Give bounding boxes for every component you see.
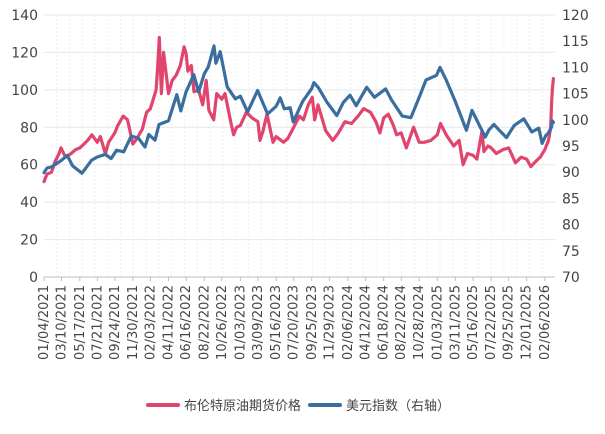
x-tick-label: 10/26/2022 (215, 285, 230, 360)
x-tick-label: 01/03/2025 (430, 285, 445, 360)
x-tick-label: 03/09/2023 (251, 285, 266, 360)
series-line-usd-index (42, 44, 555, 175)
x-tick-label: 01/03/2023 (233, 285, 248, 360)
y-right-tick-label: 70 (562, 270, 580, 286)
x-tick-label: 07/21/2021 (90, 285, 105, 360)
x-tick-label: 05/16/2023 (269, 285, 284, 360)
y-right-tick-label: 90 (562, 165, 580, 181)
y-right-tick-label: 95 (562, 139, 580, 155)
x-tick-label: 05/16/2025 (466, 285, 481, 360)
x-tick-label: 02/06/2024 (341, 285, 356, 360)
y-right-tick-label: 115 (562, 34, 589, 50)
y-right-tick-label: 100 (562, 113, 589, 129)
y-left-tick-label: 100 (11, 83, 38, 99)
x-tick-label: 11/30/2021 (126, 285, 141, 360)
x-tick-label: 03/11/2025 (448, 285, 463, 360)
y-right-tick-label: 120 (562, 8, 589, 24)
legend-label: 美元指数（右轴） (346, 399, 450, 414)
y-left-tick-label: 60 (20, 158, 38, 174)
legend-label: 布伦特原油期货价格 (184, 398, 301, 414)
axes: 0 20 40 60 80 100 120 140 70 75 80 85 90 95 100 105 110 1… (11, 8, 588, 360)
y-right-tick-label: 110 (562, 60, 589, 76)
legend: 布伦特原油期货价格 美元指数（右轴） (146, 398, 450, 414)
y-right-tick-label: 105 (562, 87, 589, 103)
x-tick-label: 09/25/2023 (305, 285, 320, 360)
series-line-brent (42, 35, 555, 184)
y-right-tick-label: 80 (562, 218, 580, 234)
y-right-tick-label: 75 (562, 244, 580, 260)
y-left-tick-label: 80 (20, 120, 38, 136)
series-lines (42, 35, 555, 184)
x-tick-label: 08/22/2024 (394, 285, 409, 360)
x-tick-label: 10/28/2024 (412, 285, 427, 360)
x-tick-label: 06/18/2024 (377, 285, 392, 360)
x-tick-label: 07/20/2023 (287, 285, 302, 360)
x-tick-label: 09/25/2025 (502, 285, 517, 360)
x-tick-label: 02/06/2026 (538, 285, 553, 360)
x-tick-label: 04/12/2024 (359, 285, 374, 360)
x-tick-label: 06/16/2022 (179, 285, 194, 360)
x-tick-label: 02/03/2022 (143, 285, 158, 360)
x-tick-label: 09/24/2021 (108, 285, 123, 360)
x-tick-label: 05/17/2021 (73, 285, 88, 360)
y-left-tick-label: 0 (29, 270, 38, 286)
y-left-tick-label: 140 (11, 8, 38, 24)
x-tick-label: 04/11/2022 (162, 285, 177, 360)
x-tick-label: 01/04/2021 (37, 285, 52, 360)
y-left-tick-label: 20 (20, 233, 38, 249)
y-left-tick-label: 120 (11, 45, 38, 61)
y-left-tick-label: 40 (20, 195, 38, 211)
x-tick-label: 08/22/2022 (197, 285, 212, 360)
y-right-tick-label: 85 (562, 191, 580, 207)
x-tick-label: 11/29/2023 (322, 285, 337, 360)
x-tick-label: 07/22/2025 (484, 285, 499, 360)
x-tick-label: 03/10/2021 (55, 285, 70, 360)
x-tick-label: 12/01/2025 (520, 285, 535, 360)
